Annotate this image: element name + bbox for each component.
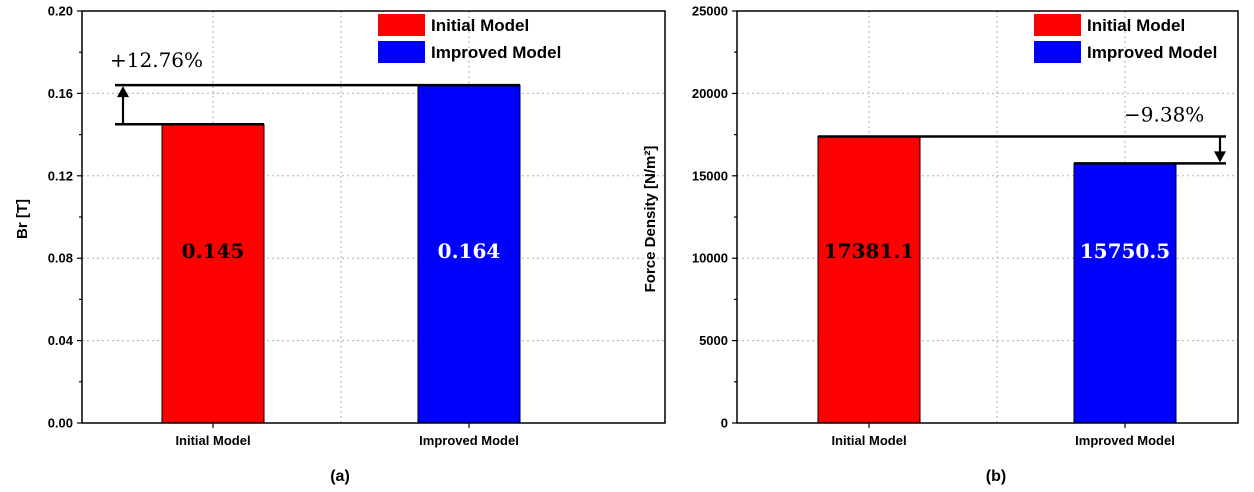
difference-annotation: +12.76%: [110, 48, 520, 126]
y-tick-label: 10000: [692, 251, 728, 266]
bar-improved-model: [1073, 162, 1177, 424]
bar-value-label: 15750.5: [1080, 239, 1170, 263]
y-tick-label: 0.20: [48, 4, 73, 19]
chart-panel-b: 0 5000 10000 15000 20000 25000 17381.1 Initial …: [642, 4, 1239, 485]
x-tick-label: Improved Model: [1075, 433, 1175, 448]
legend-swatch: [378, 14, 425, 36]
difference-label: −9.38%: [1124, 103, 1204, 127]
bar-improved-model: [417, 84, 521, 424]
bar-initial-model: [817, 136, 921, 424]
bar-value-label: 0.164: [438, 239, 501, 263]
arrow-up-icon: [117, 86, 129, 98]
legend-label: Improved Model: [431, 43, 561, 62]
legend-swatch: [1034, 14, 1081, 36]
difference-label: +12.76%: [110, 48, 203, 72]
y-tick-label: 25000: [692, 4, 728, 19]
y-tick-label: 0.12: [48, 168, 73, 183]
x-tick-label: Initial Model: [175, 433, 250, 448]
plot-frame: [81, 10, 666, 424]
x-tick-label: Improved Model: [419, 433, 519, 448]
panel-label: (a): [330, 468, 350, 485]
legend-swatch: [1034, 41, 1081, 63]
y-tick-label: 5000: [699, 333, 728, 348]
y-tick-label: 0: [721, 416, 728, 431]
bar-value-label: 0.145: [182, 239, 245, 263]
y-tick-label: 0.08: [48, 251, 73, 266]
plot-frame: [736, 10, 1239, 424]
legend-swatch: [378, 41, 425, 63]
y-tick-label: 0.16: [48, 86, 73, 101]
arrow-down-icon: [1214, 151, 1226, 163]
panel-label: (b): [986, 468, 1006, 485]
legend-label: Initial Model: [431, 16, 529, 35]
legend-label: Improved Model: [1087, 43, 1217, 62]
x-tick-label: Initial Model: [831, 433, 906, 448]
legend-label: Initial Model: [1087, 16, 1185, 35]
chart-panel-a: 0.00 0.04 0.08 0.12 0.16 0.20 0.145 Initial Mod…: [14, 4, 666, 485]
bar-value-label: 17381.1: [824, 239, 914, 263]
y-axis-label: Force Density [N/m²]: [642, 146, 659, 293]
difference-annotation: −9.38%: [818, 103, 1226, 165]
y-tick-label: 0.04: [48, 333, 74, 348]
y-tick-label: 15000: [692, 168, 728, 183]
y-tick-label: 0.00: [48, 416, 73, 431]
legend: Initial Model Improved Model: [1034, 14, 1217, 63]
y-tick-label: 20000: [692, 86, 728, 101]
y-axis-label: Br [T]: [14, 199, 31, 239]
bar-initial-model: [161, 123, 265, 424]
legend: Initial Model Improved Model: [378, 14, 561, 63]
